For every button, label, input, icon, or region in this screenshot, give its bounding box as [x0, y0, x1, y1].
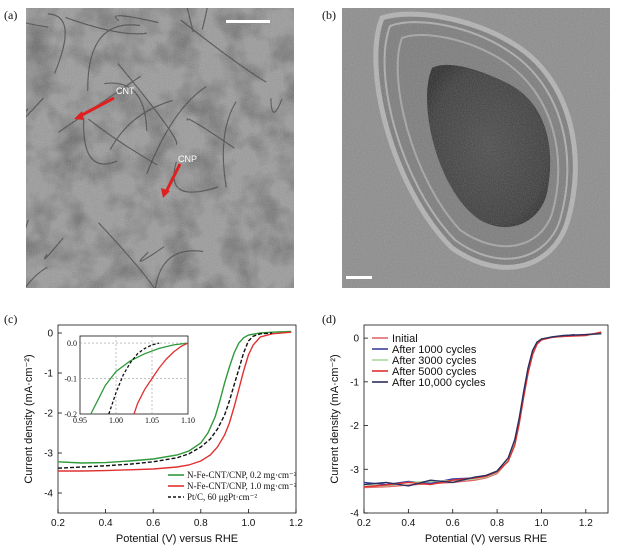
chart-c-inset-x-tick-label: 1.10 — [181, 416, 195, 425]
hrtem-image-b — [342, 8, 610, 288]
cnp-annotation: CNP — [178, 154, 197, 164]
chart-c-series-line-2 — [57, 332, 273, 469]
chart-d-legend-label-2: After 3000 cycles — [392, 355, 477, 367]
chart-c-inset-y-tick-label: -0.1 — [64, 375, 77, 384]
chart-d-series-line-0 — [363, 332, 602, 489]
chart-c-inset-y-tick-label: -0.2 — [64, 410, 77, 419]
chart-d-y-axis-label: Current density (mA·cm⁻²) — [329, 354, 341, 483]
chart-d-y-tick-label: -1 — [350, 377, 359, 388]
chart-c-inset-frame — [79, 335, 189, 415]
panel-d-label: (d) — [322, 312, 336, 326]
chart-d-y-tick-label: -2 — [350, 421, 359, 432]
chart-d-y-tick-label: -3 — [350, 465, 359, 476]
chart-d-legend-label-3: After 5000 cycles — [392, 366, 477, 378]
chart-c-x-tick-label: 0.4 — [99, 518, 113, 529]
chart-c-series-line-0 — [57, 330, 292, 464]
chart-c-inset-x-tick-label: 1.05 — [145, 416, 159, 425]
chart-c-x-axis-label: Potential (V) versus RHE — [116, 533, 238, 545]
cnp-arrow — [161, 163, 182, 198]
panel-c-label: (c) — [4, 312, 18, 326]
chart-c-legend-label-1: N-Fe-CNT/CNP, 1.0 mg·cm⁻² — [187, 481, 297, 491]
chart-d-x-tick-label: 0.8 — [490, 518, 504, 529]
panel-a-label: (a) — [4, 8, 18, 22]
chart-c-inset-x-tick-label: 1.00 — [109, 416, 123, 425]
chart-d-x-tick-label: 1.2 — [579, 518, 593, 529]
chart-c-y-tick-label: -4 — [44, 489, 53, 500]
chart-d-series-line-3 — [363, 331, 602, 488]
chart-d-legend-label-4: After 10,000 cycles — [392, 377, 486, 389]
chart-d-x-tick-label: 1.0 — [535, 518, 549, 529]
chart-d-plot-frame — [363, 324, 609, 514]
chart-d-legend-label-0: Initial — [392, 333, 418, 345]
chart-c-x-tick-label: 0.2 — [51, 518, 65, 529]
chart-c-plot-frame — [57, 324, 297, 514]
chart-c-x-tick-label: 1.2 — [289, 518, 303, 529]
chart-c-y-tick-label: -3 — [44, 449, 53, 460]
chart-c-y-tick-label: -1 — [44, 369, 53, 380]
chart-d-x-axis-label: Potential (V) versus RHE — [425, 533, 547, 545]
scale-bar-b — [346, 276, 372, 279]
cnt-annotation: CNT — [116, 86, 135, 96]
chart-d-x-tick-label: 0.2 — [357, 518, 371, 529]
cnt-arrow — [74, 96, 115, 120]
chart-d-series-line-1 — [363, 333, 575, 486]
chart-d-series-line-4 — [363, 333, 602, 487]
chart-c-x-tick-label: 1.0 — [241, 518, 255, 529]
chart-c-legend-label-0: N-Fe-CNT/CNP, 0.2 mg·cm⁻² — [187, 470, 297, 480]
chart-d-y-tick-label: 0 — [353, 334, 359, 345]
chart-d-legend-label-1: After 1000 cycles — [392, 344, 477, 356]
scale-bar-a — [226, 20, 270, 23]
chart-c-y-tick-label: 0 — [47, 329, 53, 340]
chart-c-legend-label-2: Pt/C, 60 μgPt·cm⁻² — [187, 492, 257, 502]
chart-c-y-axis-label: Current density (mA·cm⁻²) — [23, 354, 35, 483]
chart-c-inset-series-line-1 — [133, 342, 189, 415]
chart-c-inset-series-line-2 — [108, 342, 160, 415]
chart-c-series-line-1 — [58, 331, 292, 472]
tem-image-a: CNT CNP — [26, 8, 294, 288]
chart-c-x-tick-label: 0.6 — [146, 518, 160, 529]
chart-c-y-tick-label: -2 — [44, 409, 53, 420]
chart-c-x-tick-label: 0.8 — [194, 518, 208, 529]
chart-d-x-tick-label: 0.6 — [446, 518, 460, 529]
chart-d-series-line-2 — [363, 333, 602, 487]
panel-b-label: (b) — [322, 8, 336, 22]
chart-d-y-tick-label: -4 — [350, 509, 359, 520]
chart-c-inset-x-tick-label: 0.95 — [73, 416, 87, 425]
chart-c-inset-y-tick-label: 0.0 — [67, 339, 77, 348]
chart-d-x-tick-label: 0.4 — [401, 518, 415, 529]
chart-c-inset-series-line-0 — [90, 342, 189, 415]
